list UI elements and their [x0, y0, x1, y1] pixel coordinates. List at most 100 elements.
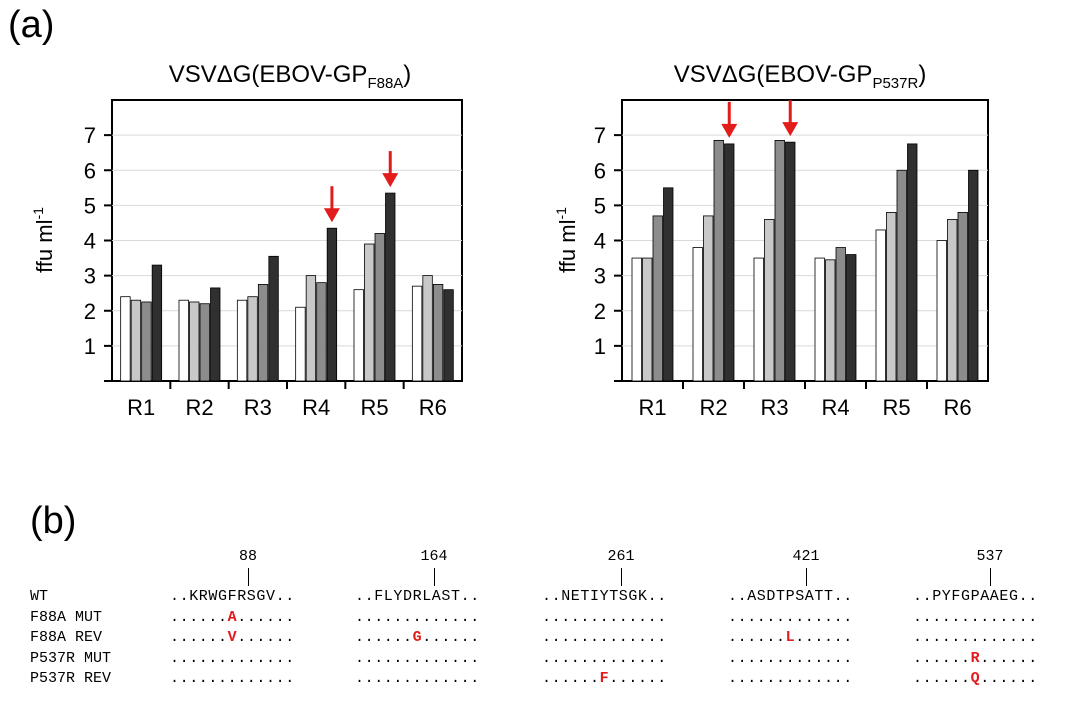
bar: [875, 229, 886, 382]
sequence-block: ..FLYDRLAST..: [355, 588, 480, 605]
position-tick: [990, 568, 991, 586]
bar-charts: VSVΔG(EBOV-GPF88A) 1 2 3 4 5 6 7 ffu ml-1 R1 R2 R3 R…: [30, 61, 989, 420]
chart-title: VSVΔG(EBOV-GPP537R): [674, 61, 927, 92]
bar: [295, 306, 306, 382]
y-tick-label: 1: [594, 334, 606, 359]
y-tick-label: 7: [84, 123, 96, 148]
x-tick-label: R1: [638, 395, 666, 420]
bar: [764, 219, 775, 382]
y-tick-label: 5: [84, 193, 96, 218]
sequence-name: P537R REV: [30, 670, 112, 687]
y-tick-label: 5: [594, 193, 606, 218]
bar: [753, 257, 764, 382]
y-tick-label: 3: [84, 264, 96, 289]
bar: [210, 287, 221, 382]
sequence-block: .............: [170, 670, 295, 687]
red-arrow: [382, 151, 399, 188]
bar: [353, 289, 364, 382]
sequence-block: ......F......: [542, 670, 667, 687]
sequence-block: .............: [913, 608, 1038, 626]
y-tick-label: 4: [84, 229, 96, 254]
x-tick-label: R6: [943, 395, 971, 420]
bar: [305, 275, 317, 382]
bar: [422, 275, 433, 382]
position-label: 164: [420, 548, 448, 565]
panel-a-label: (a): [8, 4, 55, 46]
chart-title: VSVΔG(EBOV-GPF88A): [169, 61, 412, 92]
bar: [141, 301, 152, 382]
bar: [936, 240, 947, 382]
sequence-block: ......L......: [728, 629, 853, 646]
alignment-row: F88A REV ......V...... ......G............…: [30, 629, 1068, 649]
alignment-row: F88A MUT ......A.........................…: [30, 609, 1068, 629]
bar: [947, 219, 958, 382]
y-tick-label: 2: [594, 299, 606, 324]
y-tick-label: 2: [84, 299, 96, 324]
y-tick-label: 6: [594, 158, 606, 183]
bar: [236, 299, 248, 382]
sequence-block: .............: [355, 649, 480, 667]
mutation-residue: Q: [970, 670, 981, 687]
red-arrow: [323, 186, 340, 223]
position-label: 261: [607, 548, 635, 565]
x-tick-label: R2: [185, 395, 213, 420]
bar: [785, 141, 796, 382]
red-arrow: [721, 101, 738, 138]
position-tick: [806, 568, 807, 586]
position-tick: [248, 568, 249, 586]
mutation-residue: R: [970, 649, 981, 667]
bar: [692, 247, 703, 382]
sequence-block: .............: [542, 649, 667, 667]
sequence-alignment: WT ..KRWGFRSGV.. ..FLYDRLAST.. ..NETIYTSGK.…: [0, 540, 1068, 704]
x-tick-label: R4: [302, 395, 330, 420]
mutation-residue: V: [227, 629, 238, 646]
sequence-block: ..ASDTPSATT..: [728, 588, 853, 605]
bar: [631, 257, 642, 382]
bar: [642, 257, 653, 382]
bar: [247, 296, 258, 382]
sequence-block: .............: [355, 608, 480, 626]
sequence-block: ......R......: [913, 649, 1038, 667]
sequence-block: .............: [170, 649, 295, 667]
bar: [703, 215, 714, 382]
x-tick-label: R2: [699, 395, 727, 420]
x-tick-label: R6: [419, 395, 447, 420]
bar: [957, 211, 968, 382]
sequence-block: ......A......: [170, 608, 295, 626]
sequence-block: .............: [355, 670, 480, 687]
bar: [443, 289, 454, 382]
chart-1: VSVΔG(EBOV-GPF88A) 1 2 3 4 5 6 7 ffu ml-1 R1 R2 R3 R…: [30, 61, 463, 420]
bar: [896, 169, 907, 382]
bar: [199, 303, 210, 382]
sequence-block: .............: [728, 670, 853, 687]
bar: [713, 139, 724, 382]
sequence-block: ......V......: [170, 629, 295, 646]
bar: [178, 299, 189, 382]
x-tick-label: R5: [882, 395, 910, 420]
x-tick-label: R5: [360, 395, 388, 420]
position-tick: [621, 568, 622, 586]
sequence-block: ..NETIYTSGK..: [542, 588, 667, 605]
bar: [411, 285, 423, 382]
y-tick-label: 3: [594, 264, 606, 289]
bar: [316, 282, 327, 382]
bar: [886, 211, 897, 382]
bar: [326, 227, 338, 382]
alignment-row: WT ..KRWGFRSGV.. ..FLYDRLAST.. ..NETIYTSGK.…: [30, 588, 1068, 608]
bar: [268, 255, 279, 382]
y-axis-label: ffu ml-1: [553, 207, 580, 273]
panel-b-label: (b): [30, 500, 77, 542]
bar: [907, 143, 918, 382]
sequence-name: WT: [30, 588, 49, 605]
sequence-name: P537R MUT: [30, 649, 112, 667]
bar: [846, 254, 857, 382]
bar: [652, 215, 663, 382]
position-label: 537: [976, 548, 1004, 565]
y-tick-label: 6: [84, 158, 96, 183]
x-tick-label: R3: [244, 395, 272, 420]
alignment-row: P537R REV...............................…: [30, 670, 1068, 690]
sequence-block: .............: [542, 629, 667, 646]
position-label: 88: [238, 548, 257, 565]
bar: [825, 259, 836, 382]
bar: [257, 284, 269, 382]
